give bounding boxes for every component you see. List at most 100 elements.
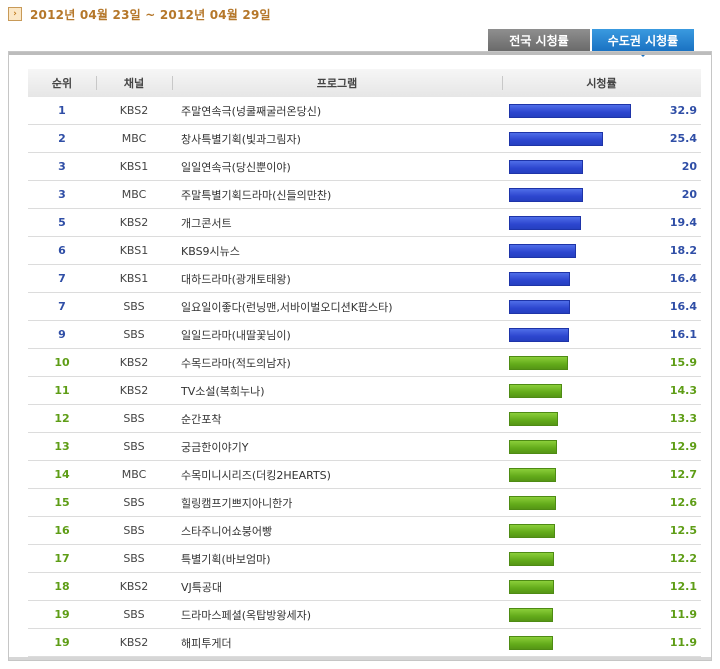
channel-cell: SBS xyxy=(123,412,145,425)
channel-cell: KBS2 xyxy=(119,356,149,369)
rating-bar-wrap: 11.9 xyxy=(509,629,701,656)
rating-tabs: 전국 시청률 수도권 시청률 xyxy=(486,29,694,57)
table-row: 10 KBS2 수목드라마(적도의남자) 15.9 xyxy=(28,349,701,377)
program-cell: KBS9시뉴스 xyxy=(181,244,240,258)
rating-cell: 12.5 xyxy=(502,517,701,545)
rating-bar xyxy=(509,383,562,398)
rating-value: 16.4 xyxy=(669,300,697,313)
rating-value: 15.9 xyxy=(669,356,697,369)
rating-cell: 13.3 xyxy=(502,405,701,433)
table-row: 3 MBC 주말특별기획드라마(신들의만찬) 20 xyxy=(28,181,701,209)
rating-cell: 16.4 xyxy=(502,293,701,321)
rank-cell: 11 xyxy=(54,384,70,397)
rating-cell: 20 xyxy=(502,181,701,209)
tab-national-rating[interactable]: 전국 시청률 xyxy=(488,29,590,51)
rating-value: 18.2 xyxy=(669,244,697,257)
rating-cell: 12.2 xyxy=(502,545,701,573)
program-cell: 주말연속극(넝쿨째굴러온당신) xyxy=(181,104,322,118)
program-cell: TV소설(복희누나) xyxy=(181,384,265,398)
rating-value: 32.9 xyxy=(669,104,697,117)
rating-cell: 16.1 xyxy=(502,321,701,349)
rating-bar xyxy=(509,579,554,594)
channel-cell: SBS xyxy=(123,524,145,537)
table-row: 2 MBC 창사특별기획(빛과그림자) 25.4 xyxy=(28,125,701,153)
rating-value: 12.1 xyxy=(669,580,697,593)
rank-cell: 19 xyxy=(54,636,70,649)
tab-capital-rating[interactable]: 수도권 시청률 xyxy=(592,29,694,57)
rank-cell: 10 xyxy=(54,356,70,369)
rating-bar xyxy=(509,327,569,342)
rating-bar-wrap: 20 xyxy=(509,153,701,180)
channel-cell: MBC xyxy=(121,132,147,145)
column-header-program: 프로그램 xyxy=(172,69,502,97)
rating-cell: 18.2 xyxy=(502,237,701,265)
rating-bar-wrap: 11.9 xyxy=(509,601,701,628)
table-row: 3 KBS1 일일연속극(당신뿐이야) 20 xyxy=(28,153,701,181)
rating-bar-wrap: 25.4 xyxy=(509,125,701,152)
rating-bar xyxy=(509,271,570,286)
rating-bar xyxy=(509,103,631,118)
rating-bar xyxy=(509,523,555,538)
program-cell: 일요일이좋다(런닝맨,서바이벌오디션K팝스타) xyxy=(181,300,393,314)
column-header-rank: 순위 xyxy=(51,77,73,90)
rating-bar-wrap: 19.4 xyxy=(509,209,701,236)
rating-bar xyxy=(509,215,581,230)
program-cell: 궁금한이야기Y xyxy=(181,440,249,454)
channel-cell: KBS1 xyxy=(119,244,149,257)
rank-cell: 13 xyxy=(54,440,70,453)
table-row: 13 SBS 궁금한이야기Y 12.9 xyxy=(28,433,701,461)
rating-value: 16.4 xyxy=(669,272,697,285)
table-row: 15 SBS 힐링캠프기쁘지아니한가 12.6 xyxy=(28,489,701,517)
rank-cell: 3 xyxy=(58,188,66,201)
rating-bar xyxy=(509,607,553,622)
rating-cell: 32.9 xyxy=(502,97,701,125)
table-row: 9 SBS 일일드라마(내딸꽃님이) 16.1 xyxy=(28,321,701,349)
rating-cell: 12.1 xyxy=(502,573,701,601)
arrow-right-icon[interactable]: › xyxy=(8,7,22,21)
table-body: 1 KBS2 주말연속극(넝쿨째굴러온당신) 32.9 2 MBC 창사특별기획(빛과그림자… xyxy=(28,97,701,657)
rating-bar xyxy=(509,495,556,510)
channel-cell: SBS xyxy=(123,608,145,621)
rank-cell: 7 xyxy=(58,300,66,313)
rank-cell: 15 xyxy=(54,496,70,509)
rating-value: 14.3 xyxy=(669,384,697,397)
rating-value: 11.9 xyxy=(669,608,697,621)
rating-bar xyxy=(509,355,568,370)
rank-cell: 16 xyxy=(54,524,70,537)
rating-cell: 11.9 xyxy=(502,601,701,629)
table-row: 1 KBS2 주말연속극(넝쿨째굴러온당신) 32.9 xyxy=(28,97,701,125)
rank-cell: 3 xyxy=(58,160,66,173)
rating-value: 12.6 xyxy=(669,496,697,509)
table-row: 6 KBS1 KBS9시뉴스 18.2 xyxy=(28,237,701,265)
rating-bar-wrap: 18.2 xyxy=(509,237,701,264)
rank-cell: 9 xyxy=(58,328,66,341)
rating-value: 20 xyxy=(681,188,697,201)
rating-bar-wrap: 12.1 xyxy=(509,573,701,600)
rating-bar-wrap: 15.9 xyxy=(509,349,701,376)
rating-bar xyxy=(509,439,557,454)
rating-value: 11.9 xyxy=(669,636,697,649)
rating-bar xyxy=(509,411,558,426)
table-row: 19 KBS2 해피투게더 11.9 xyxy=(28,629,701,657)
rating-value: 12.2 xyxy=(669,552,697,565)
rating-bar-wrap: 13.3 xyxy=(509,405,701,432)
table-row: 7 KBS1 대하드라마(광개토태왕) 16.4 xyxy=(28,265,701,293)
rating-bar-wrap: 16.4 xyxy=(509,265,701,292)
channel-cell: MBC xyxy=(121,188,147,201)
channel-cell: SBS xyxy=(123,552,145,565)
rank-cell: 7 xyxy=(58,272,66,285)
program-cell: 창사특별기획(빛과그림자) xyxy=(181,132,301,146)
rating-cell: 20 xyxy=(502,153,701,181)
rating-bar-wrap: 12.6 xyxy=(509,489,701,516)
channel-cell: KBS2 xyxy=(119,216,149,229)
table-row: 7 SBS 일요일이좋다(런닝맨,서바이벌오디션K팝스타) 16.4 xyxy=(28,293,701,321)
rating-value: 16.1 xyxy=(669,328,697,341)
rating-bar-wrap: 16.1 xyxy=(509,321,701,348)
channel-cell: KBS1 xyxy=(119,272,149,285)
program-cell: 대하드라마(광개토태왕) xyxy=(181,272,291,286)
channel-cell: SBS xyxy=(123,440,145,453)
rating-bar xyxy=(509,551,554,566)
table-row: 11 KBS2 TV소설(복희누나) 14.3 xyxy=(28,377,701,405)
rank-cell: 6 xyxy=(58,244,66,257)
rating-cell: 12.6 xyxy=(502,489,701,517)
